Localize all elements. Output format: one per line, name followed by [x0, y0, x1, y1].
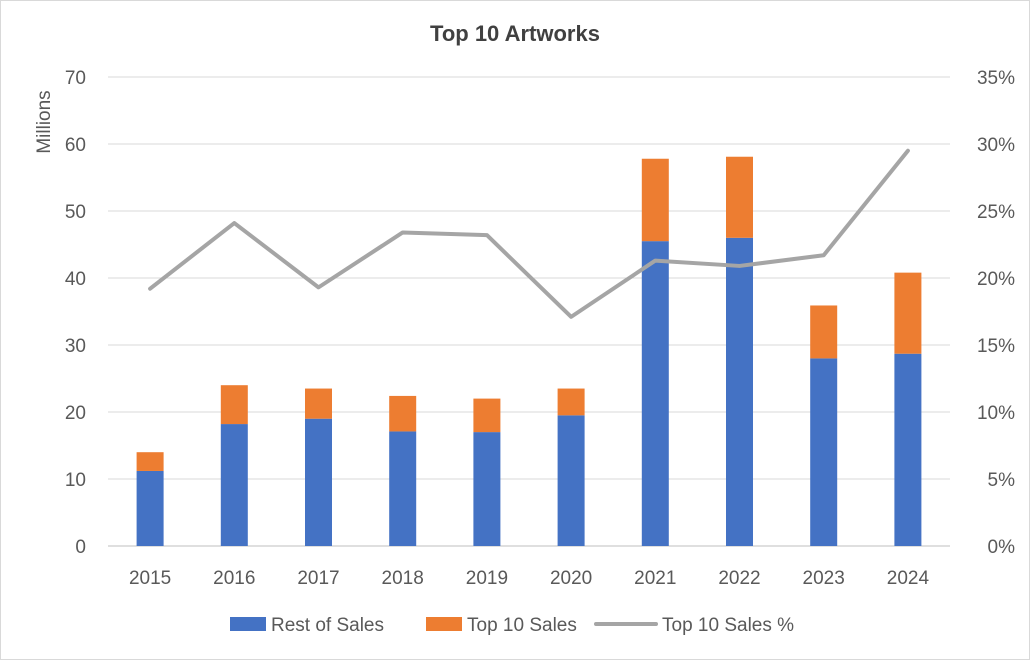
x-tick-label: 2021	[634, 568, 676, 589]
y-tick-label: 50	[65, 202, 86, 223]
y2-tick-label: 15%	[977, 336, 1015, 357]
bar-rest-of-sales	[557, 415, 585, 546]
bar-rest-of-sales	[220, 424, 248, 546]
bar-rest-of-sales	[136, 470, 164, 546]
bar-top-10-sales	[473, 398, 501, 433]
legend-top-10-sales-label: Top 10 Sales %	[662, 615, 794, 636]
bar-rest-of-sales	[641, 241, 669, 546]
bar-rest-of-sales	[305, 418, 332, 546]
bar-rest-of-sales	[894, 353, 922, 546]
bar-top-10-sales	[136, 452, 164, 471]
y-axis-label: Millions	[34, 90, 55, 153]
bar-rest-of-sales	[473, 432, 501, 546]
y-tick-label: 60	[65, 135, 86, 156]
bar-rest-of-sales	[726, 237, 753, 547]
x-tick-label: 2023	[803, 568, 845, 589]
bars	[136, 156, 922, 547]
bar-top-10-sales	[726, 156, 753, 238]
x-tick-label: 2022	[718, 568, 760, 589]
y-tick-label: 10	[65, 470, 86, 491]
x-tick-label: 2017	[297, 568, 339, 589]
y2-tick-label: 5%	[988, 470, 1016, 491]
legend: Rest of Sales Top 10 Sales Top 10 Sales %	[230, 615, 794, 636]
bar-rest-of-sales	[389, 431, 417, 546]
y-tick-label: 40	[65, 269, 86, 290]
bar-rest-of-sales	[810, 358, 838, 546]
legend-top-10-sales-swatch	[426, 617, 462, 631]
x-tick-label: 2015	[129, 568, 171, 589]
line-top-10-sales-pct	[148, 148, 910, 319]
y-tick-label: 20	[65, 403, 86, 424]
y-tick-label: 30	[65, 336, 86, 357]
bar-top-10-sales	[220, 385, 248, 425]
bar-top-10-sales	[389, 395, 417, 432]
y2-tick-label: 0%	[988, 537, 1016, 558]
x-tick-label: 2024	[887, 568, 930, 589]
y-tick-label: 70	[65, 68, 86, 89]
y2-tick-label: 35%	[977, 68, 1015, 89]
y2-tick-label: 30%	[977, 135, 1015, 156]
legend-rest-of-sales-label: Rest of Sales	[271, 615, 384, 636]
bar-top-10-sales	[641, 158, 669, 242]
y2-tick-label: 10%	[977, 403, 1015, 424]
bar-top-10-sales	[810, 305, 838, 359]
line-series	[148, 148, 910, 319]
x-tick-label: 2020	[550, 568, 592, 589]
y2-tick-label: 20%	[977, 269, 1015, 290]
axes: 0 0% 10 5% 20 10% 30 15% 40 20% 50 25% 60 30% 70 35% 201…	[65, 68, 1015, 589]
legend-top-10-sales-label: Top 10 Sales	[467, 615, 577, 636]
x-tick-label: 2016	[213, 568, 255, 589]
legend-rest-of-sales-swatch	[230, 617, 266, 631]
x-tick-label: 2019	[466, 568, 508, 589]
chart-title: Top 10 Artworks	[430, 21, 600, 46]
bar-top-10-sales	[305, 388, 332, 419]
y2-tick-label: 25%	[977, 202, 1015, 223]
bar-top-10-sales	[894, 272, 922, 354]
y-tick-label: 0	[75, 537, 86, 558]
bar-top-10-sales	[557, 388, 585, 416]
x-tick-label: 2018	[382, 568, 424, 589]
